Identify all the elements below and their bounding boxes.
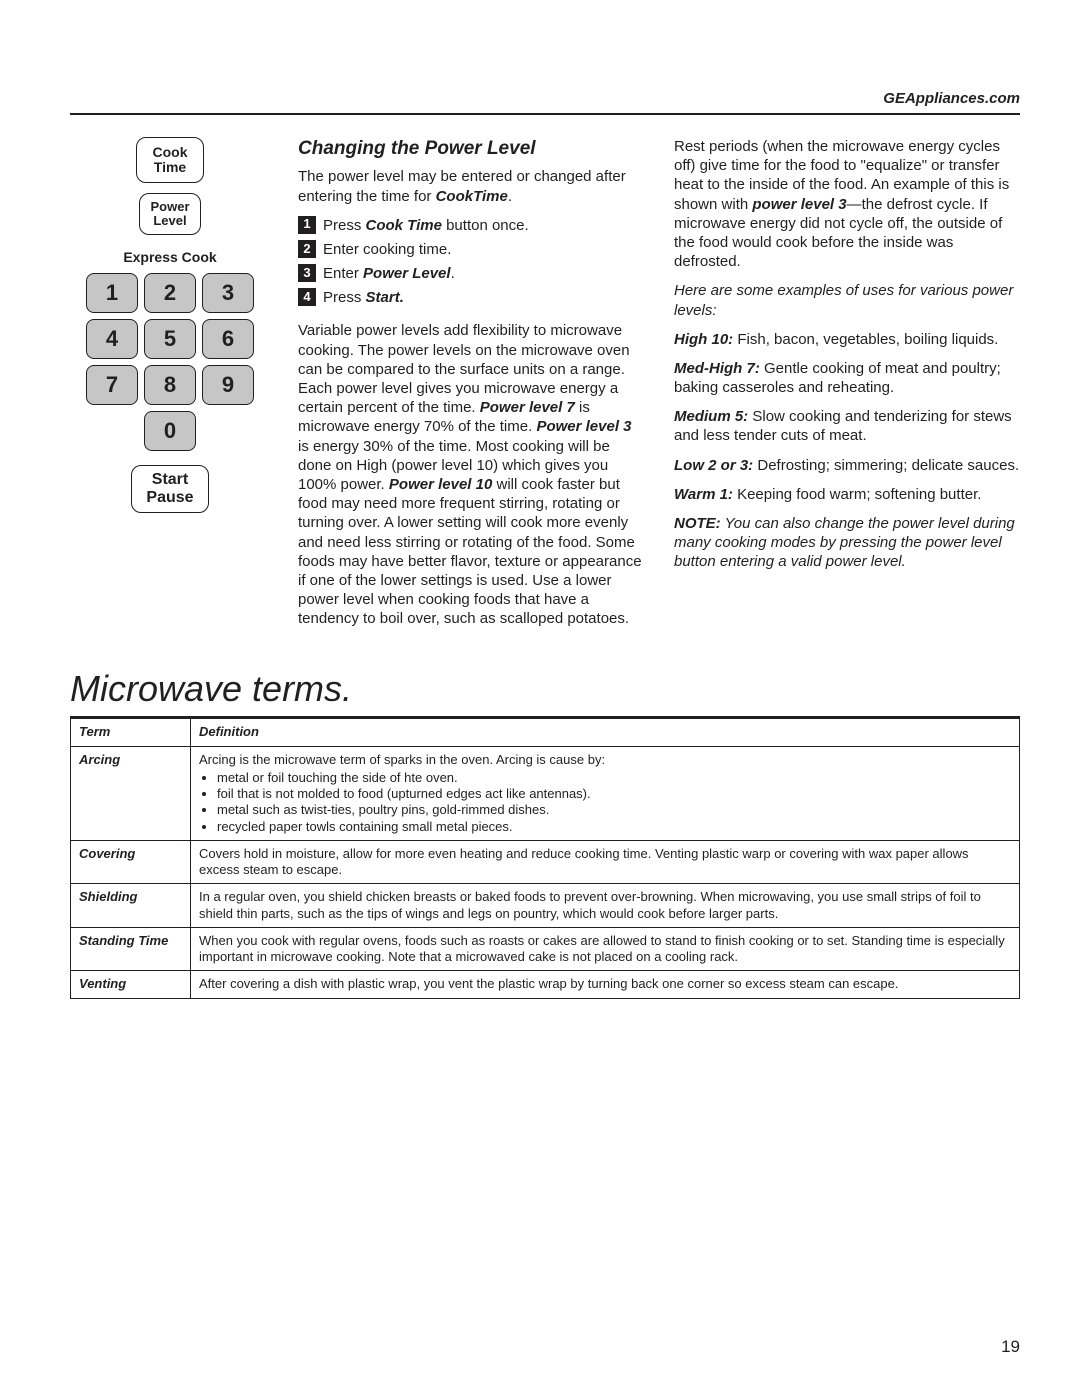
step-3: 3Enter Power Level. (298, 264, 644, 283)
express-cook-label: Express Cook (123, 249, 216, 265)
left-text-column: Changing the Power Level The power level… (298, 137, 644, 638)
start-pause-button: Start Pause (131, 465, 209, 513)
examples-intro: Here are some examples of uses for vario… (674, 281, 1020, 319)
row-arcing: Arcing Arcing is the microwave term of s… (71, 746, 1020, 840)
level-medium: Medium 5: Slow cooking and tenderizing f… (674, 407, 1020, 445)
cook-time-button: Cook Time (136, 137, 204, 183)
key-4: 4 (86, 319, 138, 359)
level-low: Low 2 or 3: Defrosting; simmering; delic… (674, 456, 1020, 475)
key-5: 5 (144, 319, 196, 359)
key-2: 2 (144, 273, 196, 313)
keypad-illustration: Cook Time Power Level Express Cook 1 2 3… (70, 137, 270, 638)
power-level-button: Power Level (139, 193, 201, 235)
key-6: 6 (202, 319, 254, 359)
level-high: High 10: Fish, bacon, vegetables, boilin… (674, 330, 1020, 349)
right-text-column: Rest periods (when the microwave energy … (674, 137, 1020, 638)
row-venting: Venting After covering a dish with plast… (71, 971, 1020, 998)
site-header: GEAppliances.com (70, 90, 1020, 107)
key-8: 8 (144, 365, 196, 405)
header-rule (70, 113, 1020, 115)
key-7: 7 (86, 365, 138, 405)
number-pad: 1 2 3 4 5 6 7 8 9 0 (86, 273, 254, 451)
rest-periods-paragraph: Rest periods (when the microwave energy … (674, 137, 1020, 271)
note-paragraph: NOTE: You can also change the power leve… (674, 514, 1020, 572)
step-4: 4Press Start. (298, 288, 644, 307)
section-title: Changing the Power Level (298, 137, 644, 161)
step-2: 2Enter cooking time. (298, 240, 644, 259)
intro-paragraph: The power level may be entered or change… (298, 167, 644, 205)
page-number: 19 (1001, 1337, 1020, 1357)
step-1: 1Press Cook Time button once. (298, 216, 644, 235)
variable-power-paragraph: Variable power levels add flexibility to… (298, 321, 644, 628)
row-standing: Standing Time When you cook with regular… (71, 927, 1020, 971)
level-warm: Warm 1: Keeping food warm; softening but… (674, 485, 1020, 504)
row-covering: Covering Covers hold in moisture, allow … (71, 840, 1020, 884)
level-medhigh: Med-High 7: Gentle cooking of meat and p… (674, 359, 1020, 397)
steps-list: 1Press Cook Time button once. 2Enter coo… (298, 216, 644, 308)
key-1: 1 (86, 273, 138, 313)
terms-table: Term Definition Arcing Arcing is the mic… (70, 716, 1020, 998)
th-term: Term (71, 718, 191, 746)
th-def: Definition (191, 718, 1020, 746)
key-9: 9 (202, 365, 254, 405)
top-section: Cook Time Power Level Express Cook 1 2 3… (70, 137, 1020, 638)
key-3: 3 (202, 273, 254, 313)
key-0: 0 (144, 411, 196, 451)
terms-title: Microwave terms. (70, 668, 1020, 710)
row-shielding: Shielding In a regular oven, you shield … (71, 884, 1020, 928)
